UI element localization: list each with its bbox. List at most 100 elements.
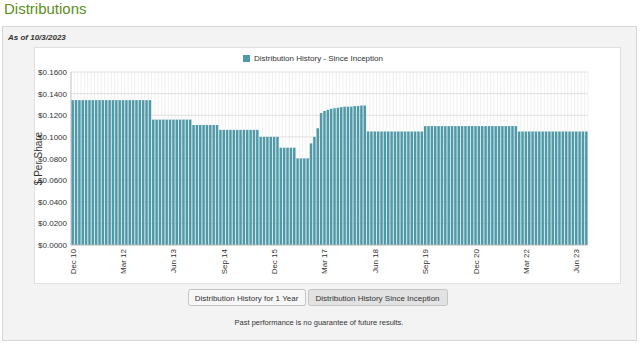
bar — [508, 126, 510, 245]
bar — [135, 100, 137, 245]
bar — [169, 120, 171, 245]
bar — [538, 131, 540, 245]
bar — [454, 126, 456, 245]
button-label[interactable]: Distribution History Since Inception — [315, 294, 439, 303]
x-tick-label: Mar 22 — [522, 248, 531, 273]
x-grid — [71, 72, 588, 245]
y-tick-label: $0.0200 — [38, 219, 67, 228]
y-grid-line — [71, 136, 588, 137]
bar — [337, 108, 339, 245]
bar — [223, 130, 225, 245]
bar — [259, 137, 261, 245]
bar — [434, 126, 436, 245]
bar — [266, 137, 268, 245]
bar — [572, 131, 574, 245]
bar — [95, 100, 97, 245]
y-tick-label: $0.1200 — [38, 111, 67, 120]
bar — [206, 125, 208, 245]
y-axis-label: $ Per Share — [33, 131, 44, 185]
button-box[interactable] — [189, 290, 306, 306]
page: DistributionsAs of 10/3/2023$0.0000$0.02… — [0, 0, 640, 347]
y-axis: $0.0000$0.0200$0.0400$0.0600$0.0800$0.10… — [38, 68, 588, 250]
y-tick-label: $0.1600 — [38, 68, 67, 77]
y-axis-line — [71, 72, 72, 245]
bar — [236, 130, 238, 245]
bar — [374, 131, 376, 245]
button-box[interactable] — [309, 290, 448, 306]
bar — [142, 100, 144, 245]
bar — [270, 137, 272, 245]
y-grid-line — [71, 72, 588, 73]
x-tick-label: Jun 23 — [572, 248, 581, 273]
bar — [377, 131, 379, 245]
bar — [471, 126, 473, 245]
bar — [327, 110, 329, 245]
bar — [88, 100, 90, 245]
y-grid-line — [71, 115, 588, 116]
bar — [494, 126, 496, 245]
bar — [582, 131, 584, 245]
bar — [159, 120, 161, 245]
bar — [155, 120, 157, 245]
button[interactable]: Distribution History for 1 Year — [189, 290, 306, 306]
bar — [384, 131, 386, 245]
bar — [397, 131, 399, 245]
bar — [129, 100, 131, 245]
bar — [189, 120, 191, 245]
bar — [414, 131, 416, 245]
bar — [139, 100, 141, 245]
bar — [461, 126, 463, 245]
bar — [256, 130, 258, 245]
bar — [105, 100, 107, 245]
x-tick-label: Jun 18 — [371, 248, 380, 273]
bar — [565, 131, 567, 245]
button-label[interactable]: Distribution History for 1 Year — [195, 294, 299, 303]
bar — [118, 100, 120, 245]
bar — [390, 131, 392, 245]
bar — [71, 100, 73, 245]
x-tick-label: Sep 14 — [220, 248, 229, 274]
y-grid-line — [71, 180, 588, 181]
x-tick-label: Jun 13 — [169, 248, 178, 273]
bar — [122, 100, 124, 245]
bar — [491, 126, 493, 245]
bar — [165, 120, 167, 245]
y-grid-line — [71, 93, 588, 94]
bar — [552, 131, 554, 245]
legend: Distribution History - Since Inception — [243, 54, 383, 63]
bar — [548, 131, 550, 245]
bar — [276, 137, 278, 245]
bar — [437, 126, 439, 245]
bar — [209, 125, 211, 245]
button[interactable]: Distribution History Since Inception — [309, 290, 448, 306]
bar — [531, 131, 533, 245]
bar — [387, 131, 389, 245]
bar — [92, 100, 94, 245]
bar — [102, 100, 104, 245]
bar — [400, 131, 402, 245]
bar — [233, 130, 235, 245]
bar — [273, 137, 275, 245]
bar — [246, 130, 248, 245]
bar — [202, 125, 204, 245]
x-tick-label: Dec 10 — [69, 248, 78, 274]
bar — [186, 120, 188, 245]
bar — [562, 131, 564, 245]
bar — [286, 148, 288, 245]
y-tick-label: $0.1400 — [38, 90, 67, 99]
bar — [545, 131, 547, 245]
bar — [484, 126, 486, 245]
bar — [424, 126, 426, 245]
bar — [290, 148, 292, 245]
bar — [447, 126, 449, 245]
bar — [568, 131, 570, 245]
x-tick-label: Sep 19 — [421, 248, 430, 274]
bar — [444, 126, 446, 245]
bar — [296, 159, 298, 246]
bar — [488, 126, 490, 245]
bar — [353, 106, 355, 245]
y-tick-label: $0.0400 — [38, 198, 67, 207]
bar — [176, 120, 178, 245]
bar — [306, 159, 308, 246]
bar — [511, 126, 513, 245]
